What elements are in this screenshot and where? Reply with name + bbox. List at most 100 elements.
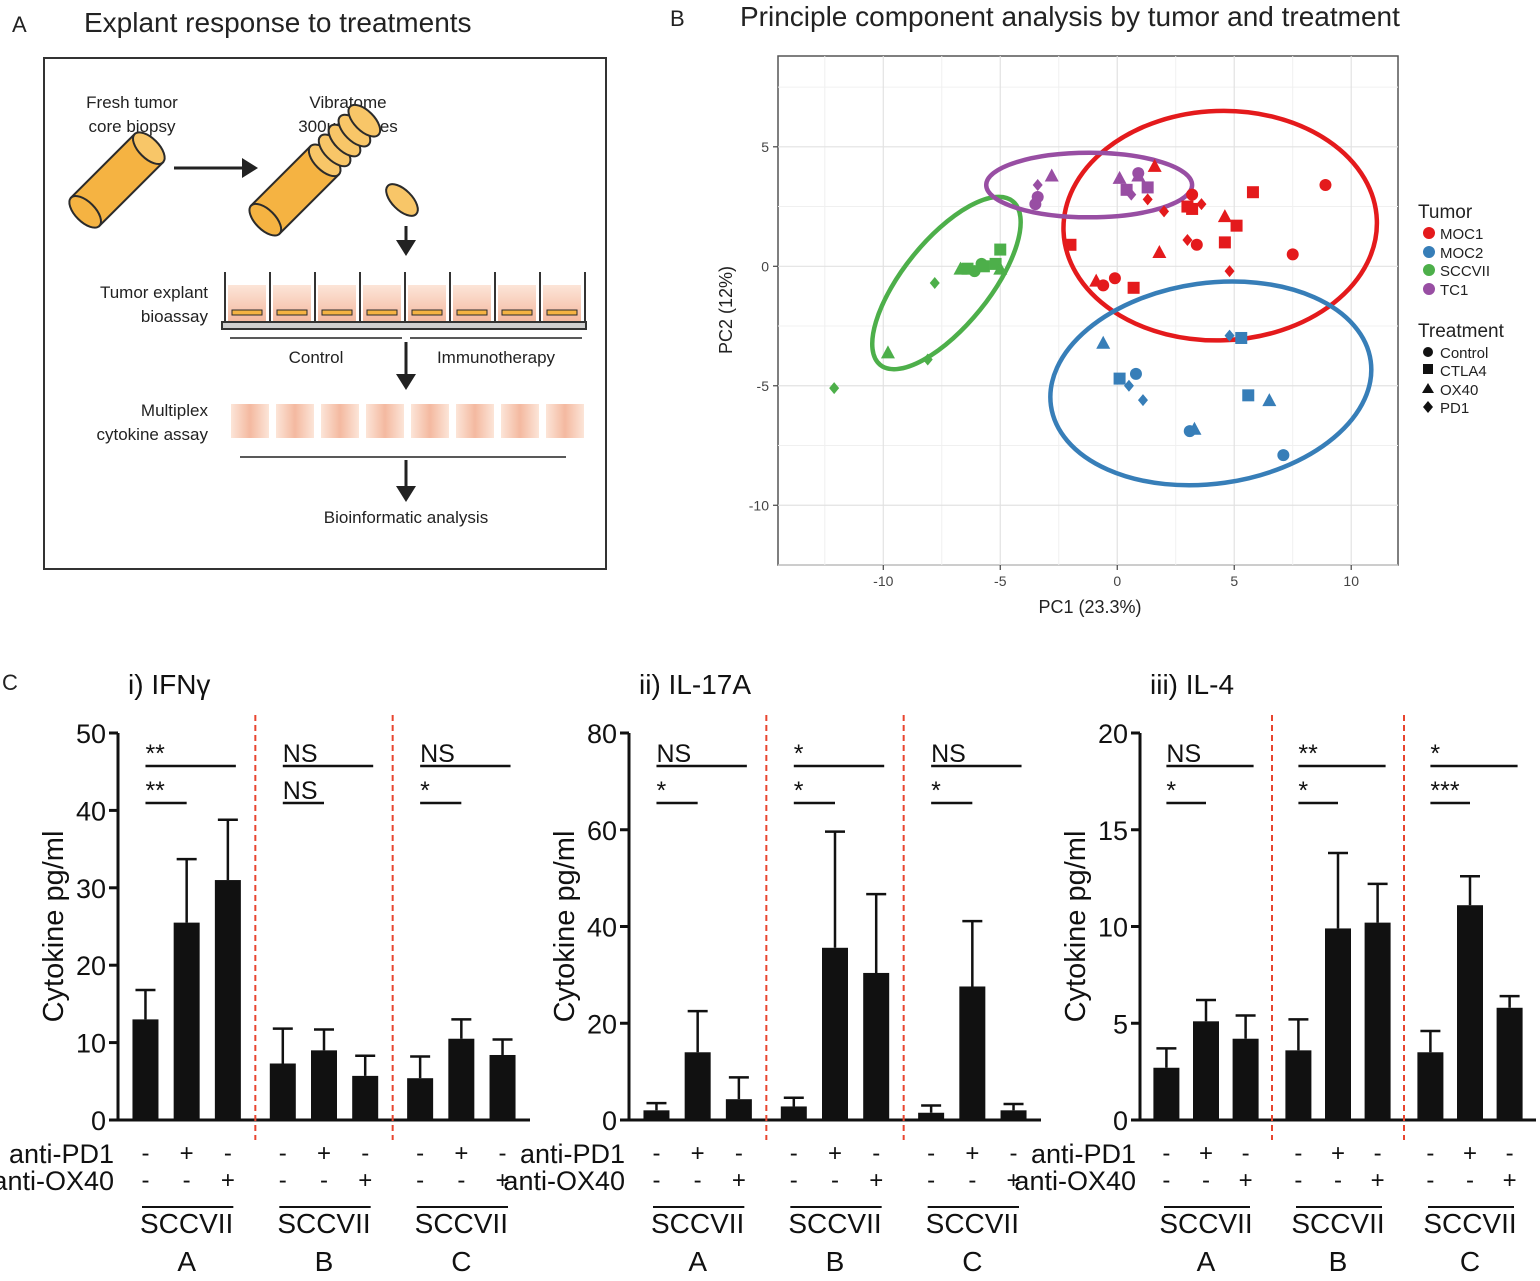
pca-point-moc2 — [1187, 421, 1202, 435]
plate-well — [453, 285, 491, 321]
bar-y-tick-label: 15 — [1098, 816, 1128, 846]
bar-y-tick-label: 0 — [602, 1106, 617, 1136]
group-sublabel: A — [688, 1246, 707, 1277]
pca-legend: Tumor MOC1 MOC2 SCCVII TC1 Treatment Con… — [1418, 202, 1505, 417]
group-sublabel: B — [826, 1246, 845, 1277]
bar — [352, 1075, 379, 1120]
arrow-down-icon — [396, 226, 416, 256]
bar — [959, 986, 986, 1120]
pd1-sign: - — [499, 1140, 507, 1167]
pca-plot-area — [777, 55, 1399, 566]
significance-label: ** — [145, 740, 165, 768]
legend-swatch-moc1 — [1423, 227, 1435, 239]
ox40-sign: - — [279, 1167, 287, 1194]
pca-point-moc1 — [1108, 272, 1121, 285]
significance-label: NS — [283, 740, 318, 768]
significance-label: NS — [283, 777, 318, 805]
pca-point-moc2 — [1129, 367, 1142, 380]
bar-y-tick-label: 20 — [587, 1009, 617, 1039]
legend-tc1: TC1 — [1440, 282, 1468, 299]
legend-sccvii: SCCVII — [1440, 263, 1490, 280]
pca-point-moc2 — [1137, 394, 1148, 407]
ox40-sign: + — [1239, 1167, 1253, 1194]
pca-point-sccvii — [994, 243, 1007, 256]
bar-y-tick-label: 10 — [1098, 913, 1128, 943]
pca-point-moc1 — [1190, 238, 1203, 251]
bar — [1285, 1050, 1312, 1120]
significance-label: * — [794, 777, 804, 805]
ox40-sign: + — [869, 1167, 883, 1194]
pca-x-tick-label: 0 — [1113, 573, 1121, 589]
ox40-sign: - — [1466, 1167, 1474, 1194]
group-label: SCCVII — [1291, 1208, 1384, 1239]
group-sublabel: A — [1197, 1246, 1216, 1277]
group-sublabel: C — [451, 1246, 471, 1277]
pd1-sign: - — [1506, 1140, 1514, 1167]
explant-slice — [411, 309, 443, 316]
panel-a-frame — [43, 57, 607, 570]
fresh-tumor-label-1: Fresh tumor — [86, 93, 178, 112]
group-label: SCCVII — [415, 1208, 508, 1239]
pca-point-moc2 — [1235, 331, 1248, 344]
explant-slice — [276, 309, 308, 316]
bar — [132, 1019, 159, 1120]
pd1-sign: - — [224, 1140, 232, 1167]
pca-y-axis-label: PC2 (12%) — [716, 266, 736, 354]
pd1-sign: - — [790, 1140, 798, 1167]
legend-triangle-icon — [1422, 383, 1434, 393]
pd1-sign: - — [1010, 1140, 1018, 1167]
ox40-sign: - — [831, 1167, 839, 1194]
confidence-ellipse-moc1 — [1061, 108, 1380, 343]
bar-chart-title: i) IFNγ — [128, 669, 210, 700]
pd1-sign: + — [965, 1140, 979, 1167]
pca-point-tc1 — [1112, 170, 1127, 184]
pca-point-moc1 — [1196, 198, 1207, 211]
explant-slice — [231, 309, 263, 316]
pd1-sign: - — [872, 1140, 880, 1167]
bar — [1193, 1021, 1219, 1120]
panel-a: A Explant response to treatments Fresh t… — [12, 7, 607, 570]
pd1-sign: - — [1242, 1140, 1250, 1167]
pca-point-sccvii — [953, 261, 968, 275]
pca-point-moc1 — [1286, 248, 1299, 261]
ox40-sign: - — [1334, 1167, 1342, 1194]
bar-y-tick-label: 30 — [76, 874, 106, 904]
significance-label: ** — [145, 777, 165, 805]
bar-y-tick-label: 20 — [1098, 719, 1128, 749]
group-sublabel: B — [1329, 1246, 1348, 1277]
bar — [1457, 905, 1483, 1120]
ox40-sign: + — [1371, 1167, 1385, 1194]
pca-y-tick-label: 5 — [761, 139, 769, 155]
group-sublabel: A — [177, 1246, 196, 1277]
row-label-anti-ox40: anti-OX40 — [1014, 1166, 1136, 1196]
group-label: SCCVII — [1423, 1208, 1516, 1239]
pca-point-tc1 — [1126, 188, 1137, 201]
pca-point-moc1 — [1246, 186, 1259, 199]
pca-point-moc2 — [1123, 379, 1134, 392]
pca-point-sccvii — [922, 353, 933, 366]
explant-label-1: Tumor explant — [100, 283, 208, 302]
bar-chart-title: iii) IL-4 — [1150, 669, 1234, 700]
plate-well — [228, 285, 266, 321]
bar — [725, 1099, 752, 1120]
bar — [1417, 1052, 1444, 1120]
significance-label: NS — [1166, 740, 1201, 768]
ox40-sign: + — [1503, 1167, 1517, 1194]
immunotherapy-label: Immunotherapy — [437, 348, 556, 367]
pd1-sign: + — [691, 1140, 705, 1167]
assay-square — [231, 404, 269, 438]
significance-label: NS — [656, 740, 691, 768]
pca-x-tick-label: -10 — [873, 573, 893, 589]
pca-point-sccvii — [929, 277, 940, 290]
pd1-sign: + — [317, 1140, 331, 1167]
pca-y-tick-label: -5 — [757, 378, 770, 394]
legend-swatch-tc1 — [1423, 283, 1435, 295]
pca-point-moc1 — [1224, 265, 1235, 278]
legend-square-icon — [1423, 364, 1433, 374]
bar — [1000, 1110, 1027, 1120]
row-label-anti-ox40: anti-OX40 — [503, 1166, 625, 1196]
arrow-right-icon — [174, 158, 258, 178]
pd1-sign: - — [279, 1140, 287, 1167]
